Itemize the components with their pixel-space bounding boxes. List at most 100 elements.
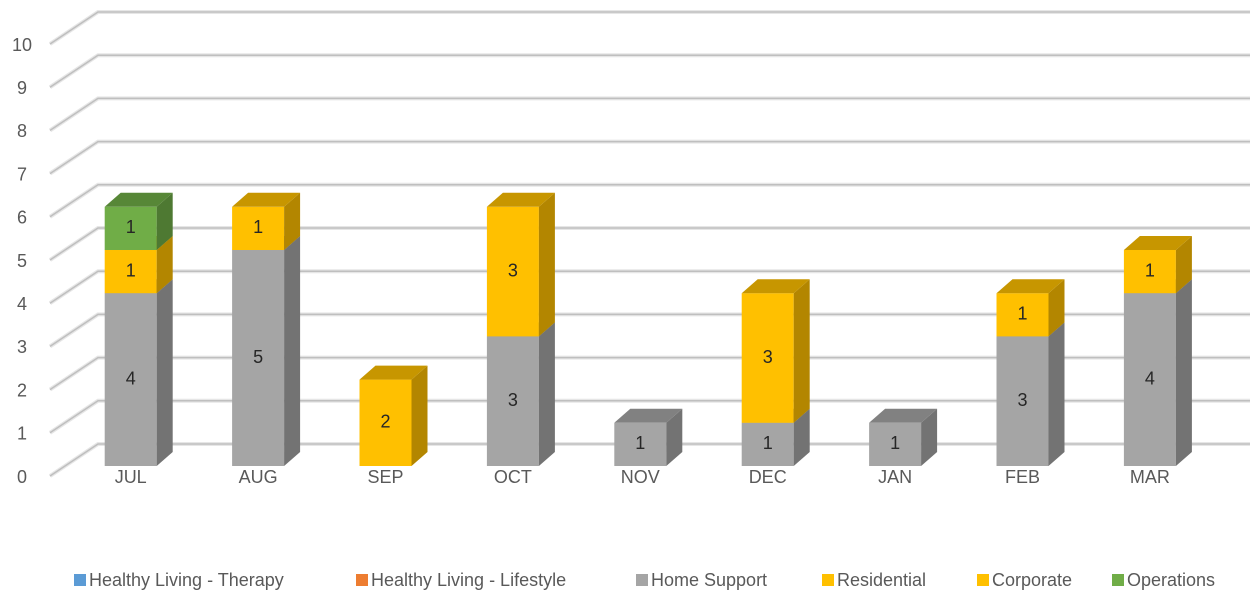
legend-label: Residential bbox=[837, 570, 926, 590]
legend-swatch bbox=[356, 574, 368, 586]
legend-label: Home Support bbox=[651, 570, 767, 590]
bar-top bbox=[1123, 236, 1192, 250]
bar bbox=[486, 336, 539, 466]
legend-label: Healthy Living - Lifestyle bbox=[371, 570, 566, 590]
legend-label: Corporate bbox=[992, 570, 1072, 590]
grid-line bbox=[49, 11, 1250, 45]
bar-top bbox=[869, 408, 938, 423]
bar-top bbox=[741, 279, 810, 294]
bar bbox=[232, 206, 285, 250]
y-tick-label: 3 bbox=[17, 337, 27, 357]
grid-line bbox=[48, 269, 1250, 305]
bar-side bbox=[411, 365, 428, 466]
bar-side bbox=[793, 408, 810, 466]
legend-swatch bbox=[1112, 574, 1124, 586]
y-tick-label: 0 bbox=[17, 467, 27, 487]
bar-top bbox=[486, 192, 555, 207]
legend-swatch bbox=[977, 574, 989, 586]
bar bbox=[614, 422, 667, 466]
legend-swatch bbox=[822, 574, 834, 586]
x-tick-label: FEB bbox=[1005, 467, 1040, 487]
bar-top bbox=[104, 192, 173, 207]
data-label: 1 bbox=[253, 217, 263, 237]
grid-line bbox=[49, 140, 1250, 175]
bar-top bbox=[359, 365, 428, 380]
bar-side bbox=[284, 236, 301, 466]
bar bbox=[869, 422, 922, 466]
y-tick-label: 8 bbox=[17, 121, 27, 141]
grid-line bbox=[49, 270, 1250, 304]
bar bbox=[104, 293, 157, 466]
bar bbox=[741, 293, 794, 423]
grid-line bbox=[48, 10, 1250, 46]
legend-label: Operations bbox=[1127, 570, 1215, 590]
legend-swatch bbox=[636, 574, 648, 586]
bar-side bbox=[921, 408, 938, 466]
legend-label: Healthy Living - Therapy bbox=[89, 570, 284, 590]
bar-top bbox=[232, 192, 301, 207]
y-tick-label: 4 bbox=[17, 294, 27, 314]
bar-side bbox=[156, 279, 173, 466]
bar bbox=[741, 422, 794, 466]
bar bbox=[996, 293, 1049, 337]
grid-line bbox=[49, 227, 1250, 261]
x-tick-label: JAN bbox=[878, 467, 912, 487]
data-label: 2 bbox=[380, 412, 390, 432]
data-label: 3 bbox=[1017, 390, 1027, 410]
bar-top bbox=[996, 279, 1065, 294]
bar bbox=[104, 250, 157, 294]
data-label: 5 bbox=[253, 347, 263, 367]
grid-line bbox=[48, 53, 1250, 89]
grid-line bbox=[48, 312, 1250, 349]
bar bbox=[232, 250, 285, 466]
grid-line bbox=[49, 356, 1250, 391]
grid-line bbox=[49, 313, 1250, 348]
data-label: 1 bbox=[890, 433, 900, 453]
x-tick-label: MAR bbox=[1130, 467, 1170, 487]
bar-side bbox=[1175, 279, 1192, 466]
bar-side bbox=[793, 279, 810, 423]
bar-side bbox=[1048, 279, 1065, 337]
bar bbox=[486, 206, 539, 337]
bar-top bbox=[614, 408, 683, 423]
bar-side bbox=[156, 192, 173, 250]
y-tick-label: 10 bbox=[12, 35, 32, 55]
data-label: 1 bbox=[1017, 304, 1027, 324]
grid-line bbox=[49, 184, 1250, 218]
data-label: 1 bbox=[126, 260, 136, 280]
data-label: 4 bbox=[126, 368, 136, 388]
bar bbox=[1123, 293, 1176, 466]
data-label: 3 bbox=[508, 260, 518, 280]
grid-line bbox=[49, 97, 1250, 132]
x-tick-label: DEC bbox=[749, 467, 787, 487]
bar bbox=[1123, 250, 1176, 294]
y-tick-label: 1 bbox=[17, 424, 27, 444]
x-tick-label: NOV bbox=[621, 467, 660, 487]
x-tick-label: SEP bbox=[367, 467, 403, 487]
grid-line bbox=[49, 443, 1250, 477]
x-tick-label: JUL bbox=[115, 467, 147, 487]
grid-line bbox=[48, 96, 1250, 133]
y-tick-label: 5 bbox=[17, 251, 27, 271]
y-tick-label: 6 bbox=[17, 208, 27, 228]
bar-side bbox=[284, 192, 301, 250]
data-label: 4 bbox=[1145, 368, 1155, 388]
y-tick-label: 9 bbox=[17, 78, 27, 98]
data-label: 3 bbox=[508, 390, 518, 410]
bar-side bbox=[1175, 236, 1192, 294]
bar bbox=[359, 379, 412, 466]
bar-side bbox=[156, 236, 173, 294]
grid-line bbox=[49, 54, 1250, 88]
y-tick-label: 7 bbox=[17, 164, 27, 184]
grid-line bbox=[49, 400, 1250, 434]
x-tick-label: AUG bbox=[239, 467, 278, 487]
bar-side bbox=[666, 408, 683, 466]
bar bbox=[104, 206, 157, 250]
bar-side bbox=[538, 322, 555, 466]
grid-line bbox=[48, 139, 1250, 176]
y-tick-label: 2 bbox=[17, 380, 27, 400]
data-label: 1 bbox=[635, 433, 645, 453]
x-tick-label: OCT bbox=[494, 467, 532, 487]
data-label: 1 bbox=[1145, 260, 1155, 280]
data-label: 1 bbox=[763, 433, 773, 453]
